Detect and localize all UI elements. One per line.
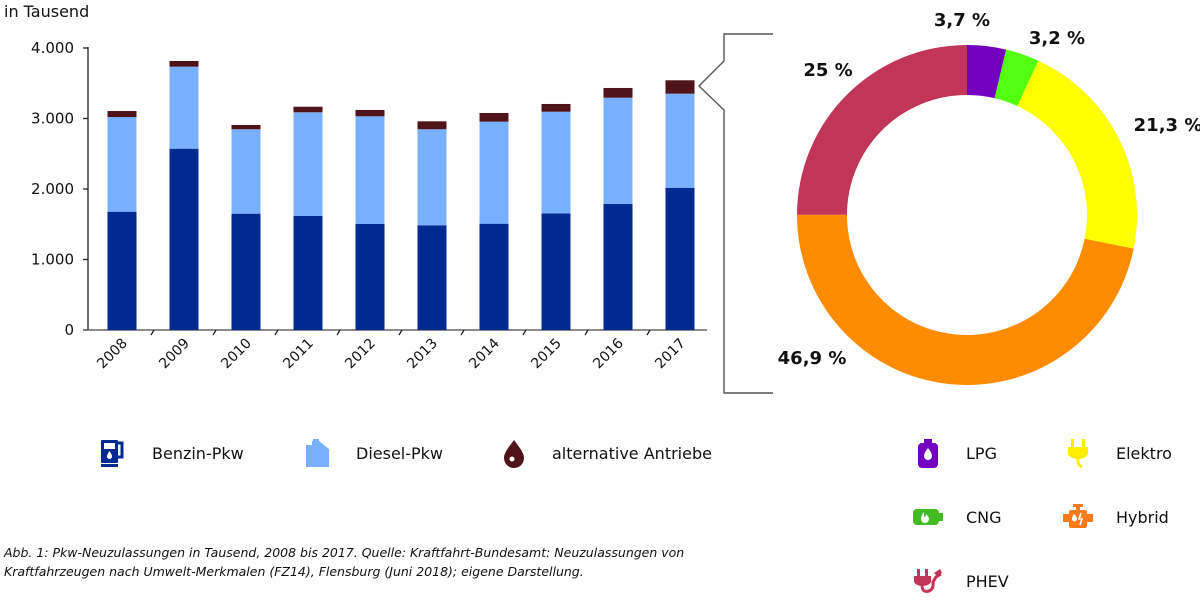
x-tick-label: 2014 — [466, 335, 503, 372]
donut-label-cng: 3,2 % — [1029, 28, 1085, 49]
bar-benzin-pkw-2013 — [417, 225, 447, 330]
legend-label: PHEV — [966, 571, 1009, 591]
legend-item-alternative: alternative Antriebe — [498, 437, 712, 469]
legend-label: alternative Antriebe — [552, 443, 712, 463]
x-tick-label: 2011 — [280, 336, 317, 373]
x-tick-label: 2017 — [652, 336, 689, 373]
bar-benzin-pkw-2017 — [665, 187, 695, 330]
x-tick-mark — [274, 329, 279, 336]
bar-benzin-pkw-2015 — [541, 213, 571, 330]
x-tick-label: 2010 — [218, 336, 255, 373]
caption-line-1: Abb. 1: Pkw-Neuzulassungen in Tausend, 2… — [4, 545, 685, 560]
bar-diesel-pkw-2016 — [603, 97, 633, 205]
bar-alternative-antriebe-2010 — [231, 124, 261, 130]
drop-icon — [498, 437, 530, 469]
bar-diesel-pkw-2013 — [417, 129, 447, 226]
bar-diesel-pkw-2015 — [541, 111, 571, 214]
plug-icon — [1062, 437, 1094, 469]
y-axis-unit-label: in Tausend — [4, 2, 90, 21]
x-tick-label: 2013 — [404, 336, 441, 373]
detail-bracket-line — [697, 33, 773, 394]
x-tick-label: 2009 — [156, 336, 193, 373]
detail-bracket — [697, 33, 773, 394]
figure-caption: Abb. 1: Pkw-Neuzulassungen in Tausend, 2… — [4, 543, 724, 581]
legend-item-cng: CNG — [912, 501, 1002, 533]
plug-hybrid-icon — [912, 565, 944, 597]
engine-icon — [1062, 501, 1094, 533]
x-tick-mark — [584, 329, 589, 336]
y-tick-label: 3.000 — [31, 110, 74, 128]
bar-diesel-pkw-2010 — [231, 129, 261, 214]
bar-diesel-pkw-2011 — [293, 112, 323, 217]
caption-line-2: Kraftfahrzeugen nach Umwelt-Merkmalen (F… — [4, 564, 584, 579]
legend-label: Diesel-Pkw — [356, 443, 444, 463]
gas-cylinder-flame-icon — [912, 501, 944, 533]
bar-alternative-antriebe-2014 — [479, 113, 509, 122]
x-tick-mark — [398, 329, 403, 336]
bar-alternative-antriebe-2008 — [107, 111, 137, 118]
gas-bottle-icon — [912, 437, 944, 469]
legend-item-hybrid: Hybrid — [1062, 501, 1169, 533]
legend-item-phev: PHEV — [912, 565, 1009, 597]
legend-item-lpg: LPG — [912, 437, 997, 469]
bar-alternative-antriebe-2016 — [603, 87, 633, 98]
donut-label-hybrid: 46,9 % — [778, 348, 847, 369]
x-tick-mark — [150, 329, 155, 336]
bar-benzin-pkw-2010 — [231, 213, 261, 330]
bar-diesel-pkw-2009 — [169, 66, 199, 149]
bar-benzin-pkw-2012 — [355, 223, 385, 330]
fuel-pump-icon — [98, 437, 130, 469]
legend-item-elektro: Elektro — [1062, 437, 1172, 469]
legend-label: CNG — [966, 507, 1002, 527]
x-tick-label: 2016 — [590, 335, 627, 372]
chart-canvas: 0 1.000 2.000 3.000 4.000 2008 2009 2010 2011 201… — [31, 10, 1200, 394]
donut-slice-lpg — [967, 45, 1007, 99]
x-tick-label: 2012 — [342, 336, 379, 373]
bar-alternative-antriebe-2013 — [417, 121, 447, 130]
donut-slice-elektro — [1017, 60, 1138, 249]
donut-label-lpg: 3,7 % — [934, 10, 990, 31]
bar-diesel-pkw-2017 — [665, 93, 695, 188]
legend-label: Hybrid — [1116, 507, 1169, 527]
bar-alternative-antriebe-2012 — [355, 109, 385, 117]
bar-benzin-pkw-2016 — [603, 204, 633, 330]
donut-slice-phev — [797, 45, 967, 215]
x-tick-mark — [646, 329, 651, 336]
legend-label: Elektro — [1116, 443, 1172, 463]
y-tick-label: 1.000 — [31, 251, 74, 269]
x-tick-mark — [522, 329, 527, 336]
donut-slice-hybrid — [796, 214, 1134, 386]
bar-benzin-pkw-2009 — [169, 148, 199, 330]
bar-diesel-pkw-2014 — [479, 121, 509, 224]
x-tick-label: 2008 — [94, 336, 131, 373]
bar-benzin-pkw-2011 — [293, 216, 323, 330]
donut-label-phev: 25 % — [803, 60, 852, 81]
jerrycan-icon — [302, 437, 334, 469]
bar-alternative-antriebe-2011 — [293, 106, 323, 113]
x-tick-mark — [336, 329, 341, 336]
bar-alternative-antriebe-2009 — [169, 60, 199, 67]
bar-benzin-pkw-2014 — [479, 223, 509, 330]
y-tick-label: 0 — [64, 321, 74, 339]
donut-slice-cng — [994, 49, 1039, 107]
donut-chart: 3,7 % 3,2 % 21,3 % 46,9 % 25 % — [778, 10, 1200, 386]
bar-diesel-pkw-2012 — [355, 116, 385, 224]
x-tick-mark — [212, 329, 217, 336]
legend-label: Benzin-Pkw — [152, 443, 244, 463]
bar-benzin-pkw-2008 — [107, 211, 137, 330]
x-tick-label: 2015 — [528, 336, 565, 373]
donut-label-elektro: 21,3 % — [1134, 115, 1200, 136]
bar-alternative-antriebe-2015 — [541, 103, 571, 112]
y-tick-label: 2.000 — [31, 180, 74, 198]
legend-label: LPG — [966, 443, 997, 463]
legend-item-diesel: Diesel-Pkw — [302, 437, 443, 469]
bar-diesel-pkw-2008 — [107, 117, 137, 212]
x-tick-mark — [460, 329, 465, 336]
bar-chart-bars — [107, 60, 695, 330]
bar-alternative-antriebe-2017 — [665, 80, 695, 94]
legend-item-benzin: Benzin-Pkw — [98, 437, 244, 469]
y-tick-label: 4.000 — [31, 39, 74, 57]
